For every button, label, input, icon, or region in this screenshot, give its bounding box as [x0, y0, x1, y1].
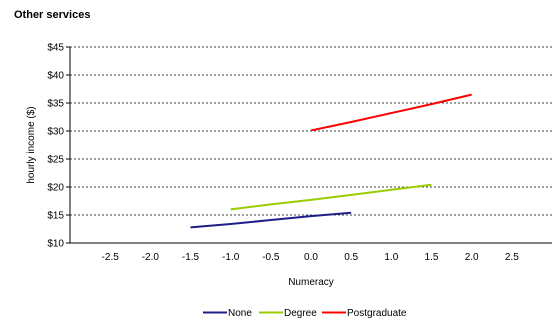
- x-tick-label: -1.0: [222, 252, 240, 263]
- y-tick-label: $30: [47, 127, 64, 138]
- x-tick-label: 2.0: [465, 252, 479, 263]
- x-tick-label: 1.0: [384, 252, 398, 263]
- x-tick-label: -1.5: [182, 252, 200, 263]
- chart-title: Other services: [14, 9, 91, 21]
- axes: [66, 46, 552, 244]
- y-tick-label: $25: [47, 155, 64, 166]
- legend-label-none: None: [228, 308, 252, 319]
- tick-labels: $10 $15 $20 $25 $30 $35 $40 $45 -2.5 -2.0 -1.5 -1.0…: [47, 43, 519, 264]
- x-tick-label: 0.5: [344, 252, 358, 263]
- y-tick-label: $45: [47, 43, 64, 54]
- y-axis-title: hourly income ($): [26, 106, 37, 183]
- series-line-postgraduate: [310, 93, 472, 132]
- grid-lines: [70, 46, 552, 216]
- x-tick-label: -2.5: [102, 252, 120, 263]
- x-tick-label: 0.0: [304, 252, 318, 263]
- x-tick-label: -2.0: [142, 252, 160, 263]
- y-tick-label: $10: [47, 239, 64, 250]
- series-line-none: [190, 211, 352, 229]
- legend-label-postgraduate: Postgraduate: [347, 308, 407, 319]
- x-tick-label: 1.5: [425, 252, 439, 263]
- y-tick-label: $20: [47, 183, 64, 194]
- x-axis-title: Numeracy: [288, 277, 334, 288]
- y-tick-label: $40: [47, 71, 64, 82]
- x-tick-label: 2.5: [505, 252, 519, 263]
- x-tick-label: -0.5: [262, 252, 280, 263]
- series-line-degree: [230, 183, 432, 211]
- legend: None Degree Postgraduate: [203, 308, 407, 319]
- y-tick-label: $35: [47, 99, 64, 110]
- legend-label-degree: Degree: [284, 308, 317, 319]
- series-lines: [190, 93, 472, 229]
- y-tick-label: $15: [47, 211, 64, 222]
